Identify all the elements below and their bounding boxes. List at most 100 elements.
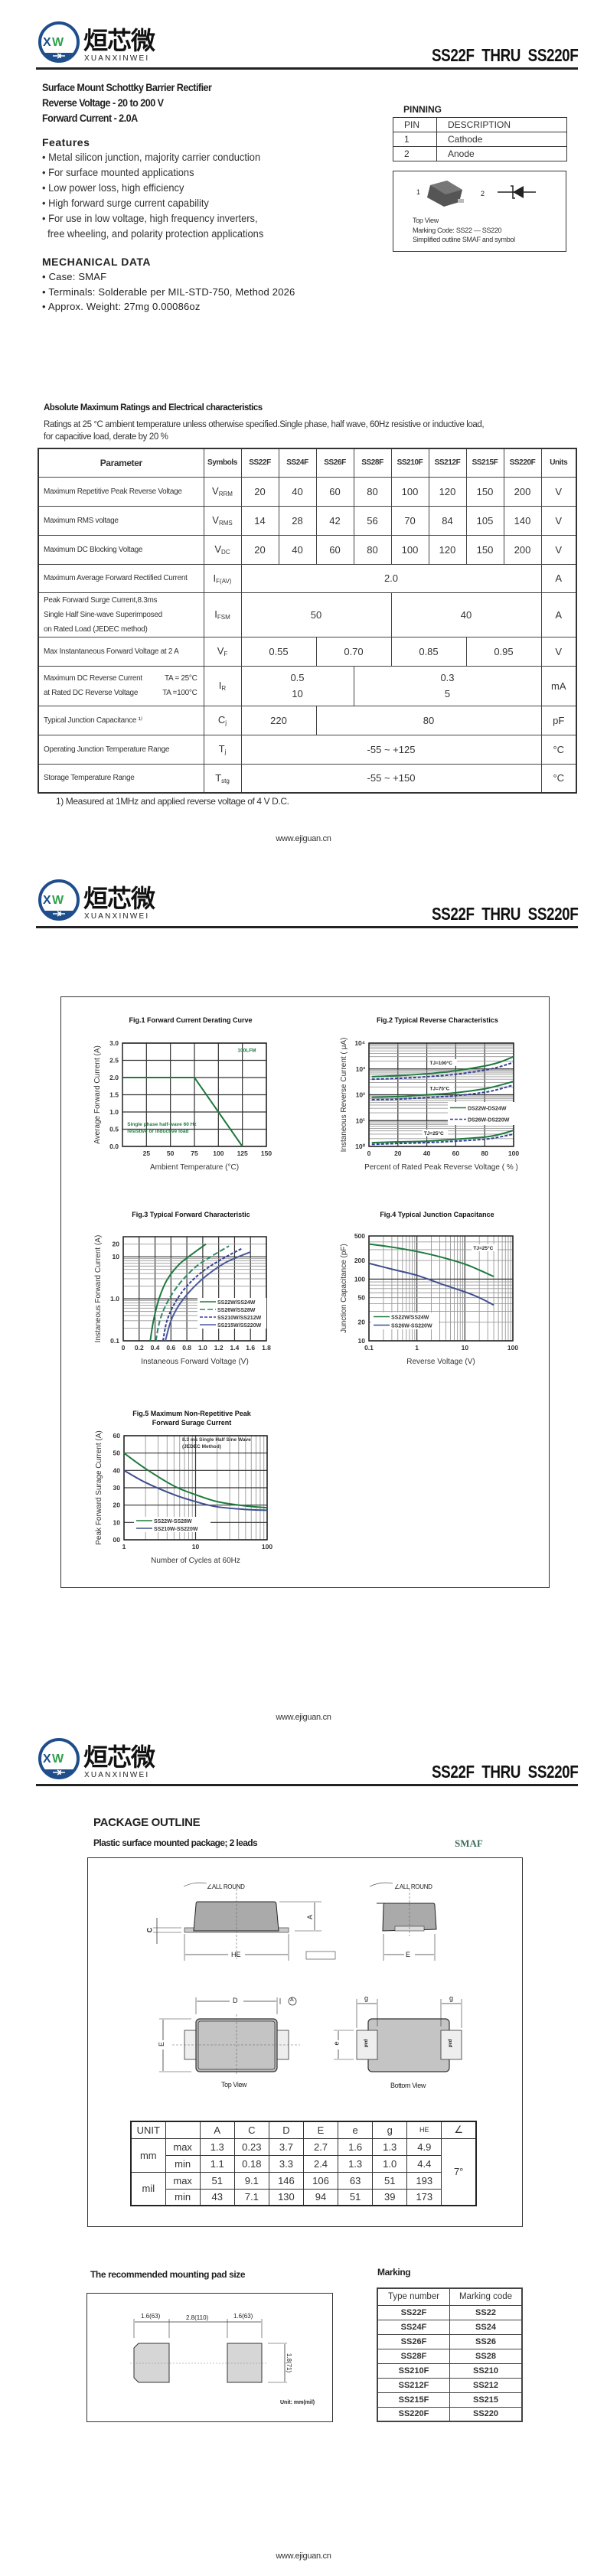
symbol-subscript: RMS	[218, 520, 233, 527]
pinning-table: PIN DESCRIPTION 1 Cathode 2 Anode	[393, 117, 567, 161]
charts-frame	[60, 996, 550, 1588]
x-tick-label: 125	[237, 1149, 248, 1157]
brand-name: XUANXINWEI	[84, 54, 150, 63]
dimension-value: 1.1	[199, 2154, 235, 2173]
y-tick-label: 20	[113, 1502, 121, 1509]
bottom-view-drawing	[334, 1999, 462, 2072]
x-tick-label: 60	[452, 1149, 460, 1157]
value: 84	[442, 514, 453, 527]
features-list: • Metal silicon junction, majority carri…	[42, 151, 282, 243]
pad-label: pad	[447, 2039, 452, 2048]
parameter-label: Maximum Average Forward Rectified Curren…	[44, 574, 188, 582]
footer-url[interactable]: www.ejiguan.cn	[276, 1713, 331, 1722]
parameter-cell: Operating Junction Temperature Range	[38, 734, 204, 765]
symbol-subscript: RRM	[218, 491, 233, 497]
note-line: Ratings at 25 °C ambient temperature unl…	[44, 420, 485, 429]
table-row: mil max 51 9.1 146 106 63 51 193	[130, 2171, 476, 2206]
parameter-cell: Maximum Repetitive Peak Reverse Voltage	[38, 476, 204, 507]
y-tick-label: 3.0	[109, 1039, 119, 1047]
chart-annotation: 8.3 ms Single Half Sine Wave	[182, 1437, 251, 1443]
caption-line: Marking Code: SS22 — SS220	[413, 226, 502, 234]
table-row: Maximum Repetitive Peak Reverse Voltage V…	[38, 476, 577, 507]
svg-text:W: W	[52, 36, 64, 49]
parameter-label: Max Instantaneous Forward Voltage at 2 A	[44, 647, 179, 656]
series-line-1	[371, 1055, 514, 1078]
column-header: Units	[540, 448, 577, 478]
value: 0.55	[269, 645, 289, 657]
y-tick-label: 0.0	[109, 1143, 119, 1150]
footer-url[interactable]: www.ejiguan.cn	[276, 834, 331, 843]
x-tick-label: 1.0	[198, 1344, 207, 1352]
series-line-3	[371, 1081, 514, 1098]
symbol: I	[213, 572, 217, 584]
series-line-4	[371, 1084, 514, 1101]
parameter-cell: Typical Junction Capacitance ¹⁾	[38, 705, 204, 735]
legend: SS22W/SS24W SS26W/SS28W SS210W/SS212W SS215…	[197, 1298, 266, 1329]
value-cell: 70	[390, 505, 429, 536]
x-tick-label: 1.4	[230, 1344, 240, 1352]
chart-annotation: TJ=100°C	[429, 1060, 452, 1066]
svg-text:X: X	[43, 36, 51, 49]
table-row: Operating Junction Temperature Range Tj -5…	[38, 734, 577, 765]
dimension-value: 1.3	[372, 2137, 408, 2156]
x-tick-label: 100	[262, 1543, 272, 1550]
package-outline-frame	[87, 1857, 523, 2227]
y-tick-label: 1.0	[110, 1295, 119, 1303]
series-line-3	[162, 1247, 243, 1342]
dimension-value: 39	[372, 2188, 408, 2206]
y-tick-label: 200	[354, 1257, 365, 1264]
y-tick-label: 500	[354, 1232, 365, 1240]
dimension-value: 173	[406, 2188, 442, 2206]
feature-item: • For surface mounted applications	[42, 166, 194, 178]
parameter-label: Maximum Repetitive Peak Reverse Voltage	[44, 487, 182, 496]
x-tick-label: 1.8	[262, 1344, 271, 1352]
value: 105	[476, 514, 494, 527]
y-tick-label: 0.1	[110, 1337, 119, 1345]
column-header: e	[338, 2121, 374, 2139]
dim-he-label: HE	[231, 1951, 241, 1958]
table-header-row: Type number Marking code	[377, 2287, 523, 2306]
dim-pitch-label: e	[332, 2041, 341, 2046]
x-tick-label: 100	[507, 1344, 518, 1352]
value-cell: 0.5 10	[240, 665, 354, 706]
dimension-value: 63	[338, 2171, 374, 2190]
legend-label: SS26W/SS28W	[217, 1308, 256, 1313]
unit-label: Unit: mm(mil)	[280, 2400, 315, 2405]
table-row: Maximum Average Forward Rectified Curren…	[38, 563, 577, 593]
y-tick-label: 10³	[356, 1065, 365, 1073]
chart-annotation: (JEDEC Method)	[182, 1444, 221, 1449]
table-row: Storage Temperature Range Tstg -55 ~ +150 °…	[38, 763, 577, 794]
x-tick-label: 0.2	[135, 1344, 144, 1352]
value-cell: 100	[390, 476, 429, 507]
unit-cell: V	[540, 636, 577, 667]
chart-title: Fig.3 Typical Forward Characteristic	[132, 1211, 250, 1218]
chart-annotation: TJ=25°C	[473, 1245, 493, 1251]
unit-cell: mA	[540, 665, 577, 706]
parameter-label: Storage Temperature Range	[44, 774, 135, 783]
caption-line: Simplified outline SMAF and symbol	[413, 236, 515, 243]
symbol: T	[218, 743, 225, 755]
symbol-subscript: DC	[221, 549, 230, 556]
column-header: Type number	[377, 2287, 450, 2306]
dimension-value: 193	[406, 2171, 442, 2190]
description-header: DESCRIPTION	[436, 117, 567, 132]
dimension-value: 2.7	[302, 2137, 339, 2156]
footer-url[interactable]: www.ejiguan.cn	[276, 2552, 331, 2561]
table-row: mm max 1.3 0.23 3.7 2.7 1.6 1.3 4.9 7°	[130, 2137, 477, 2206]
column-header: ∠	[441, 2121, 477, 2139]
chart-annotation: resistive or inductive load	[127, 1129, 188, 1134]
summary-line: Reverse Voltage - 20 to 200 V	[42, 96, 164, 109]
brand-name: XUANXINWEI	[84, 912, 150, 921]
x-tick-label: 100	[213, 1149, 224, 1157]
y-axis-label: Instaneous Forward Current (A)	[94, 1235, 103, 1343]
symbol: V	[212, 514, 219, 526]
dimension-value: 1.0	[372, 2154, 408, 2173]
symbol: I	[214, 608, 217, 620]
type-number: SS212F	[377, 2377, 450, 2393]
column-header: E	[302, 2121, 339, 2139]
limit-cell: min	[165, 2154, 201, 2173]
symbol: I	[218, 680, 222, 691]
mechanical-title: MECHANICAL DATA	[42, 256, 152, 268]
value: 200	[514, 543, 531, 556]
